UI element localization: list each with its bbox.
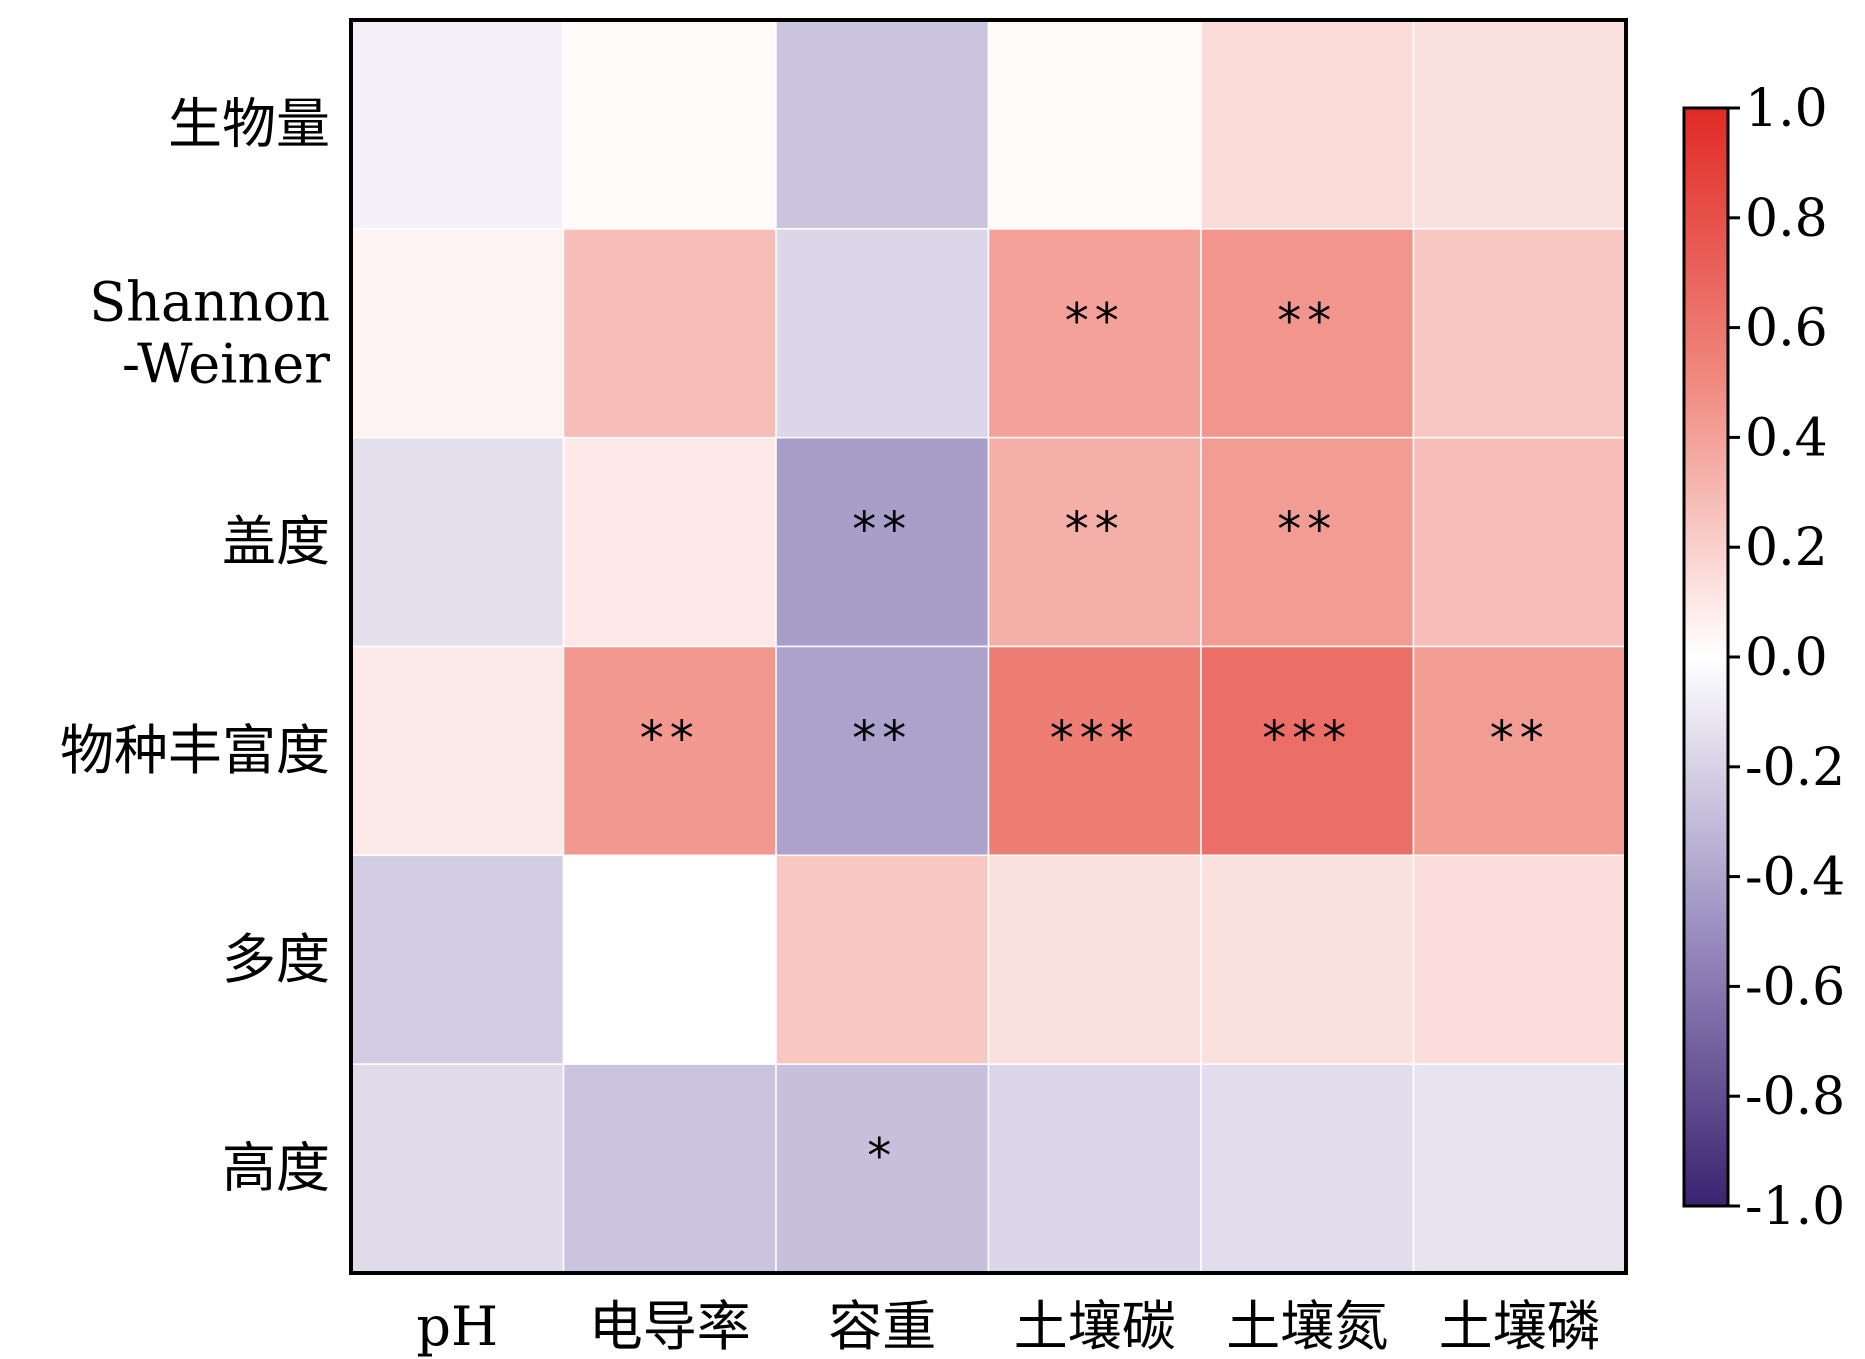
row-label: 多度 — [222, 928, 330, 991]
colorbar-tick-label: 0.4 — [1745, 408, 1828, 468]
heatmap-cell — [562, 436, 777, 648]
heatmap-cell — [775, 854, 990, 1065]
heatmap-cell — [775, 19, 990, 230]
column-label: 容重 — [828, 1295, 936, 1358]
column-labels: pH 电导率 容重 土壤碳 土壤氮 土壤磷 — [416, 1295, 1600, 1358]
significance-label: *** — [1262, 711, 1352, 767]
column-label: 土壤磷 — [1439, 1295, 1601, 1358]
significance-label: ** — [1277, 502, 1337, 558]
significance-label: ** — [1277, 293, 1337, 349]
heatmap-cell — [987, 1063, 1202, 1274]
column-label: 土壤氮 — [1226, 1295, 1388, 1358]
colorbar-tick-label: 0.6 — [1745, 299, 1828, 359]
heatmap-cell — [1200, 854, 1415, 1065]
heatmap-cell — [775, 228, 990, 439]
column-label: 土壤碳 — [1014, 1295, 1176, 1358]
colorbar-tick-label: -0.4 — [1745, 848, 1845, 908]
row-label: -Weiner — [122, 332, 330, 395]
heatmap-cell — [350, 854, 565, 1065]
significance-label: *** — [1050, 711, 1140, 767]
significance-label: ** — [1065, 502, 1125, 558]
colorbar-tick-label: -1.0 — [1745, 1177, 1845, 1237]
heatmap-cell — [987, 645, 1202, 857]
heatmap-cell — [350, 436, 565, 648]
significance-label: * — [867, 1129, 897, 1185]
heatmap-cell — [987, 854, 1202, 1065]
row-label: Shannon — [89, 270, 330, 333]
colorbar-ticks: 1.0 0.8 0.6 0.4 0.2 0.0 -0.2 -0.4 -0.6 -0.8 -1.0 — [1728, 79, 1845, 1237]
heatmap-cell — [350, 645, 565, 857]
heatmap-cell — [1412, 228, 1627, 439]
heatmap-cell — [775, 436, 990, 648]
significance-label: ** — [852, 502, 912, 558]
heatmap-cell — [350, 228, 565, 439]
heatmap-cell — [1200, 1063, 1415, 1274]
colorbar-tick-label: -0.8 — [1745, 1067, 1845, 1127]
heatmap-cell — [562, 19, 777, 230]
colorbar-tick-label: 0.2 — [1745, 518, 1828, 578]
heatmap-frame — [349, 18, 1628, 1275]
row-label: 高度 — [222, 1137, 330, 1200]
heatmap-cell — [562, 1063, 777, 1274]
significance-label: ** — [1490, 711, 1550, 767]
heatmap-cell — [1200, 228, 1415, 439]
heatmap-cell — [1412, 436, 1627, 648]
heatmap-cell — [1412, 854, 1627, 1065]
heatmap-cell — [350, 19, 565, 230]
heatmap-cell — [1200, 436, 1415, 648]
heatmap-cell — [562, 645, 777, 857]
colorbar: 1.0 0.8 0.6 0.4 0.2 0.0 -0.2 -0.4 -0.6 -0.8 -1.0 — [1682, 79, 1845, 1237]
heatmap-cells — [350, 19, 1627, 1274]
column-label: pH — [416, 1295, 498, 1358]
row-label: 物种丰富度 — [60, 719, 330, 782]
significance-label: ** — [852, 711, 912, 767]
heatmap-cell — [562, 228, 777, 439]
heatmap-cell — [987, 19, 1202, 230]
row-label: 生物量 — [168, 92, 330, 155]
colorbar-tick-label: -0.6 — [1745, 957, 1845, 1017]
row-label: 盖度 — [222, 510, 330, 573]
significance-label: ** — [640, 711, 700, 767]
heatmap-cell — [987, 228, 1202, 439]
colorbar-gradient — [1682, 106, 1730, 1208]
heatmap-cell — [987, 436, 1202, 648]
colorbar-tick-label: 0.0 — [1745, 628, 1828, 688]
colorbar-tick-label: 1.0 — [1745, 79, 1828, 139]
heatmap-cell — [350, 1063, 565, 1274]
heatmap-cell — [1412, 1063, 1627, 1274]
significance-marks: ** **** ** **** ** *** *** *** — [640, 293, 1550, 1185]
colorbar-tick-label: 0.8 — [1745, 189, 1828, 249]
heatmap-cell — [1200, 19, 1415, 230]
colorbar-tick-label: -0.2 — [1745, 738, 1845, 798]
significance-label: ** — [1065, 293, 1125, 349]
heatmap-cell — [1412, 19, 1627, 230]
column-label: 电导率 — [589, 1295, 751, 1358]
heatmap-cell — [562, 854, 777, 1065]
heatmap-cell — [1412, 645, 1627, 857]
